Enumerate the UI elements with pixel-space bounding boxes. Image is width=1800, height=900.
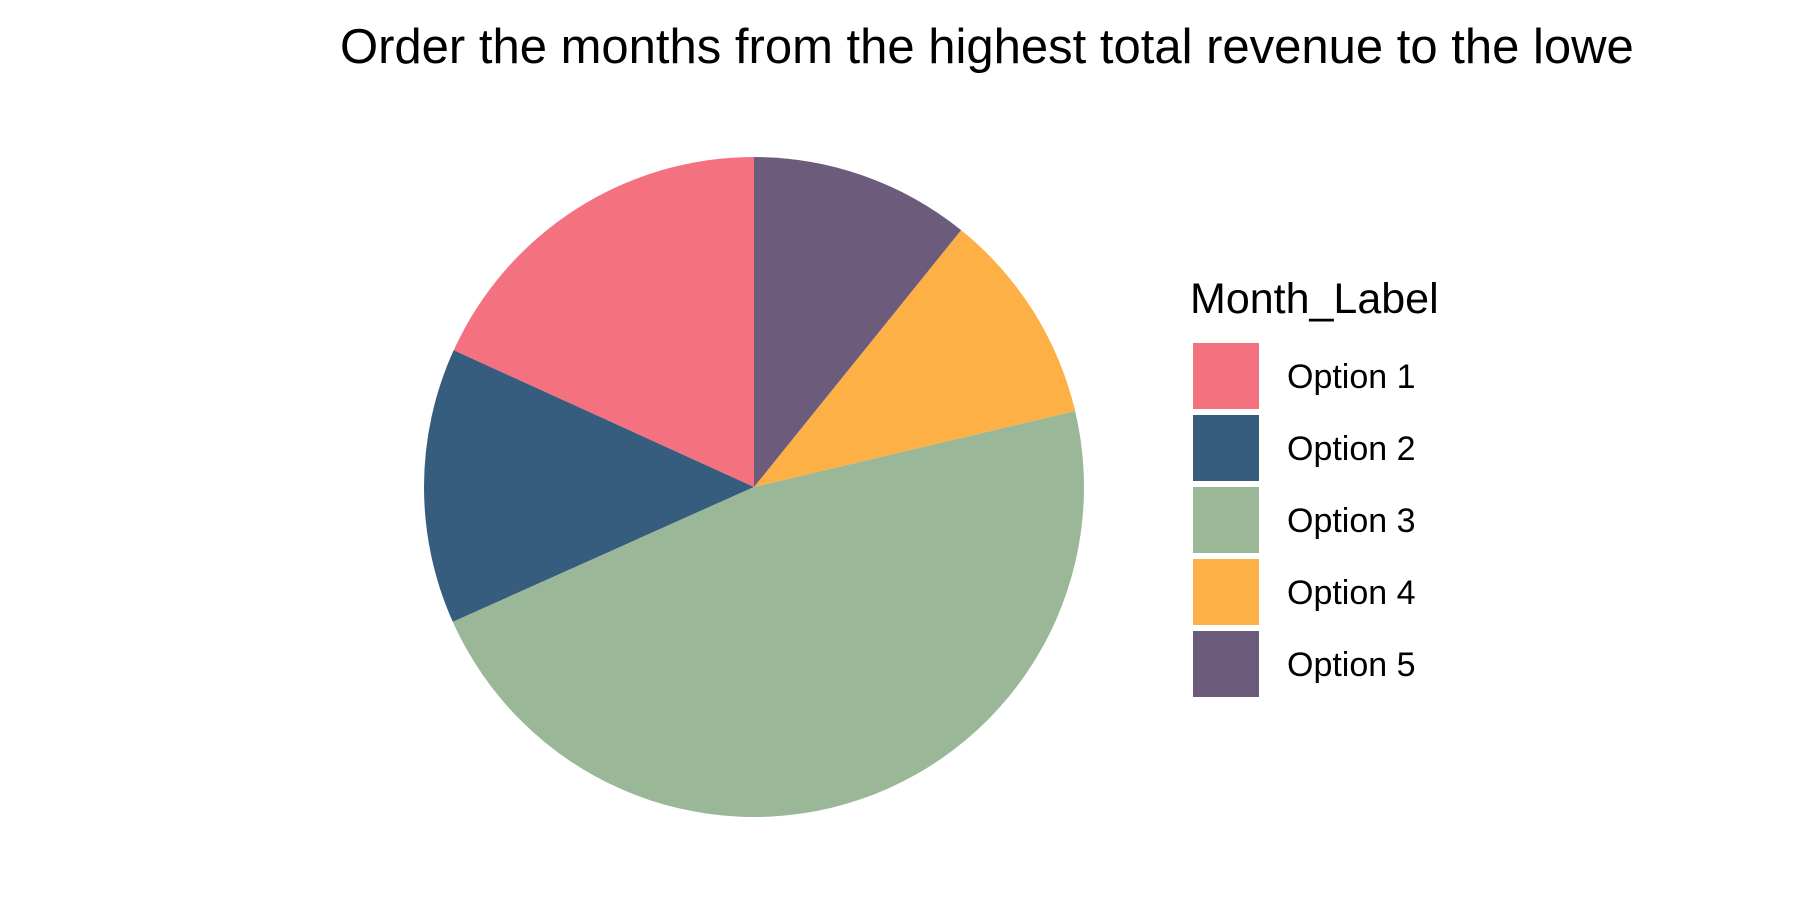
legend-swatch-option-1 — [1193, 343, 1259, 409]
legend-swatch-option-2 — [1193, 415, 1259, 481]
pie-slices — [424, 157, 1084, 817]
legend-swatch-option-3 — [1193, 487, 1259, 553]
legend-title: Month_Label — [1190, 275, 1439, 323]
legend-label-option-4: Option 4 — [1287, 574, 1416, 612]
legend-items: Option 1 Option 2 Option 3 Option 4 Option 5 — [1193, 343, 1416, 697]
legend-swatch-option-5 — [1193, 631, 1259, 697]
legend-label-option-5: Option 5 — [1287, 646, 1416, 684]
pie-slice-option-5 — [754, 157, 962, 487]
pie-slice-option-4 — [754, 230, 1076, 488]
chart-title: Order the months from the highest total … — [340, 20, 1634, 74]
legend-label-option-2: Option 2 — [1287, 430, 1416, 468]
legend-label-option-3: Option 3 — [1287, 502, 1416, 540]
pie-slice-option-3 — [452, 410, 1084, 817]
pie-slice-option-1 — [453, 157, 754, 487]
legend-label-option-1: Option 1 — [1287, 358, 1416, 396]
legend-swatch-option-4 — [1193, 559, 1259, 625]
pie-slice-option-2 — [424, 350, 754, 622]
